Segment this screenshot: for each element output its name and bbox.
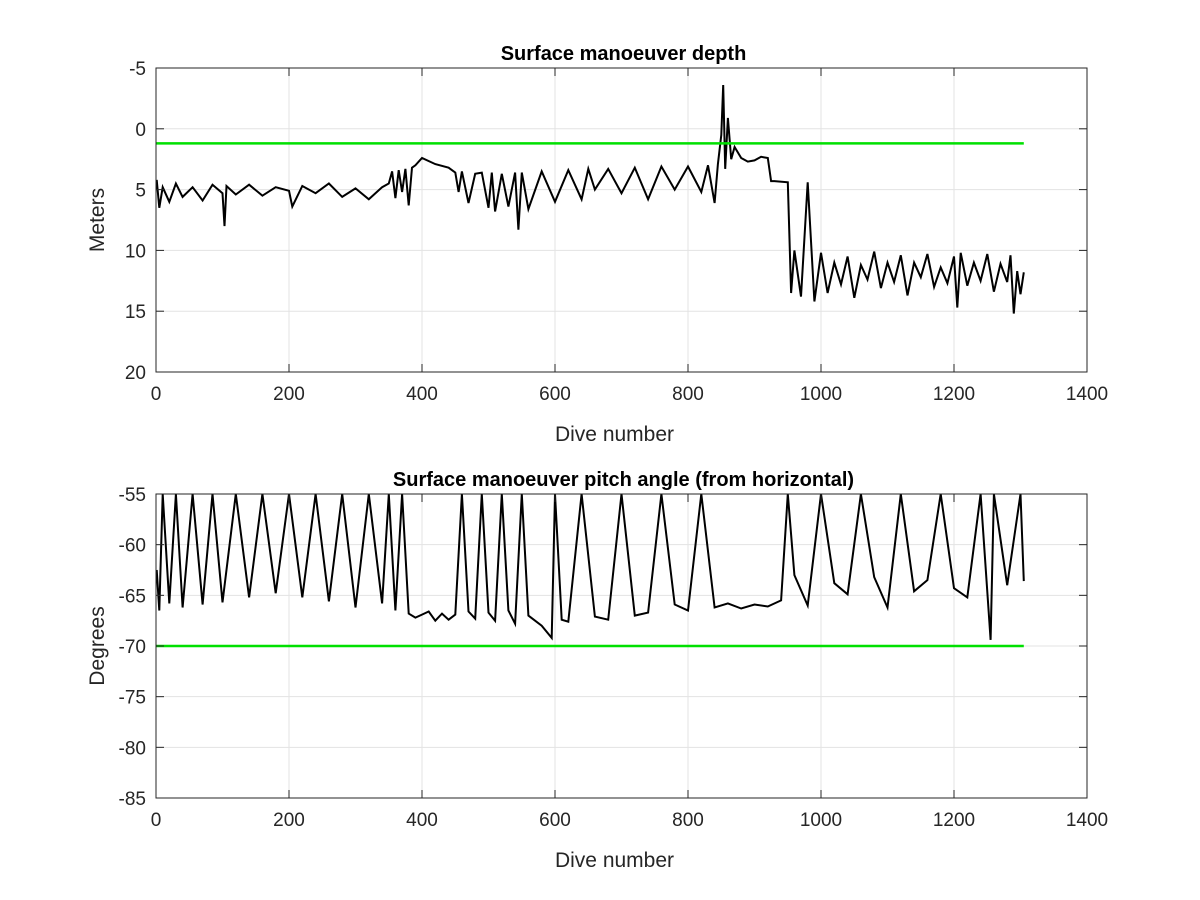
y-tick-label: -5 [129,59,146,80]
y-tick-label: -80 [119,738,146,759]
data-series-line [155,84,1025,314]
x-axis-label: Dive number [555,423,674,446]
x-tick-label: 800 [672,810,704,831]
pitch-axes: 0 200 400 600 800 1000 1200 1400 -85 -80 -75 -70 -65… [86,469,1108,872]
y-tick-label: 10 [125,241,146,262]
x-tick-label: 0 [151,810,162,831]
depth-axes: 0 200 400 600 800 1000 1200 1400 -5 0 5 10 15 20 Surfa… [86,43,1108,446]
x-axis-label: Dive number [555,849,674,872]
chart-title: Surface manoeuver depth [501,43,747,65]
y-axis-label: Degrees [86,606,109,685]
chart-title: Surface manoeuver pitch angle (from hori… [393,469,854,491]
y-tick-label: 5 [135,181,146,202]
x-tick-label: 1200 [933,384,975,405]
x-tick-label: 1400 [1066,384,1108,405]
x-tick-label: 1000 [800,810,842,831]
x-tick-label: 200 [273,810,305,831]
y-tick-label: -75 [119,688,146,709]
x-tick-label: 800 [672,384,704,405]
y-tick-label: -60 [119,536,146,557]
y-tick-label: -70 [119,637,146,658]
x-tick-label: 0 [151,384,162,405]
data-series-line [155,493,1025,641]
x-tick-label: 1000 [800,384,842,405]
axes-frame [155,67,1088,373]
x-tick-label: 200 [273,384,305,405]
y-tick-label: 0 [135,120,146,141]
y-tick-label: -85 [119,789,146,810]
x-tick-label: 600 [539,810,571,831]
y-tick-label: -65 [119,586,146,607]
x-tick-label: 400 [406,810,438,831]
x-tick-label: 600 [539,384,571,405]
plot-area [156,68,1087,372]
y-tick-label: 20 [125,363,146,384]
y-tick-label: -55 [119,485,146,506]
y-tick-label: 15 [125,302,146,323]
x-tick-label: 1400 [1066,810,1108,831]
y-axis-label: Meters [86,188,109,252]
x-tick-label: 1200 [933,810,975,831]
x-tick-label: 400 [406,384,438,405]
